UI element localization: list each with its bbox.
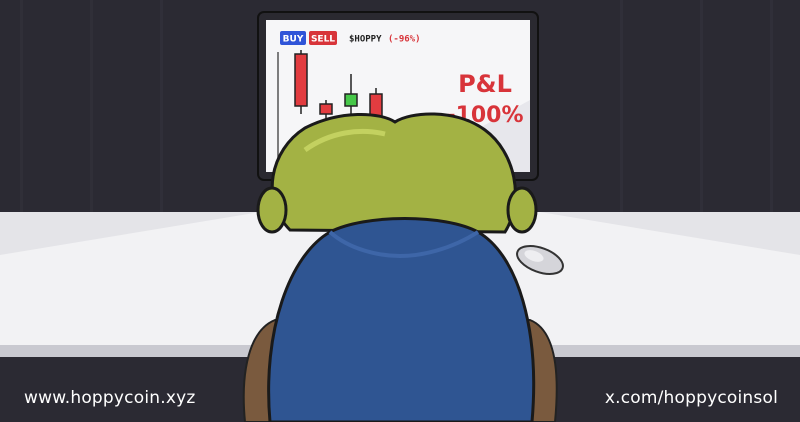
character-head xyxy=(256,112,538,234)
ticker-symbol: $HOPPY xyxy=(349,35,382,45)
candle-2 xyxy=(319,103,333,115)
buy-button[interactable] xyxy=(280,31,306,45)
sell-button[interactable] xyxy=(309,31,337,45)
wall-stripes xyxy=(20,0,773,220)
pnl-title: P&L xyxy=(458,70,512,98)
buy-button-label: BUY xyxy=(283,35,304,45)
social-link[interactable]: x.com/hoppycoinsol xyxy=(604,388,778,408)
candle-1 xyxy=(294,53,308,107)
mouse-icon xyxy=(516,245,564,275)
candle-3 xyxy=(344,93,358,107)
ticker-change: (-96%) xyxy=(388,35,421,45)
sell-button-label: SELL xyxy=(311,35,335,45)
website-link[interactable]: www.hoppycoin.xyz xyxy=(24,388,196,408)
character-body xyxy=(267,217,536,422)
